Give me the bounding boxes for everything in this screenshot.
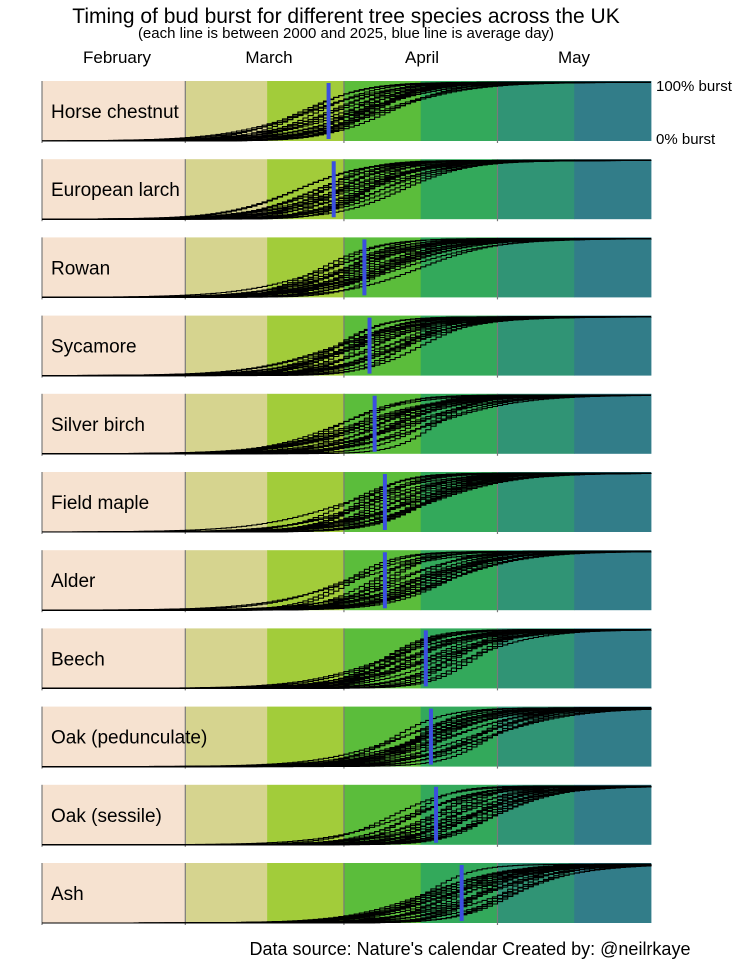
panel-ash: Ash <box>41 863 652 925</box>
band-0 <box>42 159 186 220</box>
month-label-february: February <box>83 48 152 67</box>
band-0 <box>42 315 186 376</box>
species-panels: Horse chestnut European larch Rowan Sycamor… <box>41 81 652 925</box>
band-1 <box>185 237 268 298</box>
footer-credit: Data source: Nature's calendar Created b… <box>250 939 691 959</box>
species-label-ash: Ash <box>51 884 84 905</box>
band-0 <box>42 472 186 532</box>
month-label-may: May <box>558 48 591 67</box>
species-label-silver-birch: Silver birch <box>51 415 145 436</box>
burst-curve <box>42 81 651 142</box>
band-6 <box>574 472 652 532</box>
band-6 <box>574 81 652 141</box>
band-0 <box>42 393 186 454</box>
burst-curve <box>42 159 651 220</box>
burst-curve <box>42 394 651 455</box>
burst-curves <box>42 863 652 924</box>
band-2 <box>267 628 345 689</box>
band-2 <box>267 706 345 767</box>
panel-field-maple: Field maple <box>41 472 652 534</box>
panel-beech: Beech <box>41 628 652 691</box>
band-5 <box>497 237 575 298</box>
band-1 <box>185 863 268 923</box>
band-1 <box>185 472 268 532</box>
burst-curve <box>42 394 651 455</box>
panel-rowan: Rowan <box>41 237 652 300</box>
chart-subtitle: (each line is between 2000 and 2025, blu… <box>138 25 554 42</box>
burst-curve <box>42 238 652 298</box>
band-6 <box>574 863 652 923</box>
band-6 <box>574 393 652 454</box>
band-5 <box>497 550 575 611</box>
band-1 <box>185 550 268 611</box>
band-1 <box>185 628 268 689</box>
burst-curves <box>42 81 651 142</box>
species-label-oak-pedunculate: Oak (pedunculate) <box>51 728 207 749</box>
burst-curve <box>42 707 651 768</box>
burst-curve <box>42 81 651 142</box>
band-6 <box>574 628 652 689</box>
burst-curve <box>42 550 651 611</box>
band-6 <box>574 237 652 298</box>
month-label-april: April <box>405 48 439 67</box>
band-0 <box>42 550 186 611</box>
band-0 <box>42 706 186 767</box>
band-5 <box>497 81 575 141</box>
panel-oak-pedunculate: Oak (pedunculate) <box>41 706 652 769</box>
band-6 <box>574 706 652 767</box>
band-5 <box>497 393 575 454</box>
band-1 <box>185 393 268 454</box>
burst-curve <box>42 785 651 846</box>
band-1 <box>185 706 268 767</box>
burst-curve <box>42 629 652 689</box>
burst-curve <box>42 864 652 924</box>
panel-european-larch: European larch <box>41 159 652 222</box>
band-1 <box>185 81 268 141</box>
band-1 <box>185 315 268 376</box>
panel-silver-birch: Silver birch <box>41 393 652 456</box>
band-6 <box>574 315 652 376</box>
band-1 <box>185 159 268 220</box>
band-2 <box>267 863 345 923</box>
scale-label-top: 100% burst <box>656 78 733 95</box>
burst-curve <box>42 238 651 298</box>
species-label-oak-sessile: Oak (sessile) <box>51 806 162 827</box>
band-1 <box>185 784 268 845</box>
panel-horse-chestnut: Horse chestnut <box>41 81 652 143</box>
band-5 <box>497 159 575 220</box>
band-0 <box>42 81 186 141</box>
species-label-european-larch: European larch <box>51 180 180 201</box>
band-0 <box>42 237 186 298</box>
burst-curves <box>42 785 652 846</box>
species-label-alder: Alder <box>51 571 96 592</box>
panel-sycamore: Sycamore <box>41 315 652 378</box>
band-5 <box>497 472 575 532</box>
panel-oak-sessile: Oak (sessile) <box>41 784 652 847</box>
month-labels: February March April May <box>83 48 591 67</box>
chart-title: Timing of bud burst for different tree s… <box>72 5 619 28</box>
band-2 <box>267 784 345 845</box>
band-0 <box>42 784 186 845</box>
burst-curve <box>42 472 651 533</box>
burst-curves <box>42 707 652 768</box>
band-6 <box>574 550 652 611</box>
band-6 <box>574 159 652 220</box>
burst-curves <box>42 629 652 689</box>
panel-alder: Alder <box>41 550 652 613</box>
species-label-horse-chestnut: Horse chestnut <box>51 102 180 123</box>
scale-label-bottom: 0% burst <box>656 131 716 148</box>
species-label-field-maple: Field maple <box>51 493 149 514</box>
month-label-march: March <box>245 48 292 67</box>
species-label-rowan: Rowan <box>51 258 110 279</box>
species-label-sycamore: Sycamore <box>51 337 137 358</box>
band-0 <box>42 863 186 923</box>
band-0 <box>42 628 186 689</box>
band-6 <box>574 784 652 845</box>
species-label-beech: Beech <box>51 649 105 670</box>
band-5 <box>497 315 575 376</box>
